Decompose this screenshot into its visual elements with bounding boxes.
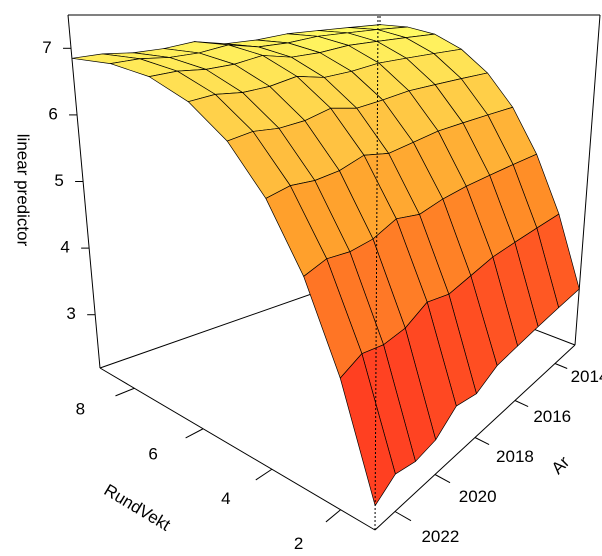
x-tick bbox=[185, 428, 204, 439]
z-tick-label: 5 bbox=[54, 171, 63, 190]
box-edge bbox=[374, 14, 379, 531]
y-tick-label: 2016 bbox=[533, 407, 571, 426]
y-tick bbox=[434, 474, 451, 484]
y-tick-label: 2022 bbox=[421, 527, 459, 546]
x-tick-label: 8 bbox=[76, 400, 85, 419]
y-tick-label: 2018 bbox=[496, 447, 534, 466]
x-tick-label: 2 bbox=[294, 534, 303, 553]
z-tick-label: 4 bbox=[60, 238, 69, 257]
y-tick bbox=[554, 363, 568, 369]
y-tick bbox=[474, 437, 490, 446]
surface bbox=[71, 24, 580, 507]
z-axis-title: linear predictor bbox=[14, 134, 33, 247]
x-tick bbox=[255, 468, 273, 481]
z-tick-label: 7 bbox=[42, 38, 51, 57]
surface-facet bbox=[339, 353, 396, 507]
z-tick-label: 6 bbox=[48, 104, 57, 123]
y-tick-label: 2020 bbox=[459, 487, 497, 506]
box-edge bbox=[67, 14, 101, 369]
x-tick bbox=[325, 509, 341, 523]
y-tick-label: 2014 bbox=[571, 367, 602, 386]
x-axis-title: RundVekt bbox=[101, 480, 174, 534]
x-tick bbox=[115, 387, 135, 397]
box-edge bbox=[574, 14, 601, 346]
x-tick-label: 4 bbox=[221, 489, 230, 508]
z-tick-label: 3 bbox=[66, 304, 75, 323]
box-edge bbox=[99, 367, 376, 531]
x-tick-label: 6 bbox=[148, 444, 157, 463]
y-axis-title: Ar bbox=[548, 452, 574, 478]
y-tick bbox=[514, 400, 529, 408]
y-tick bbox=[394, 511, 412, 522]
